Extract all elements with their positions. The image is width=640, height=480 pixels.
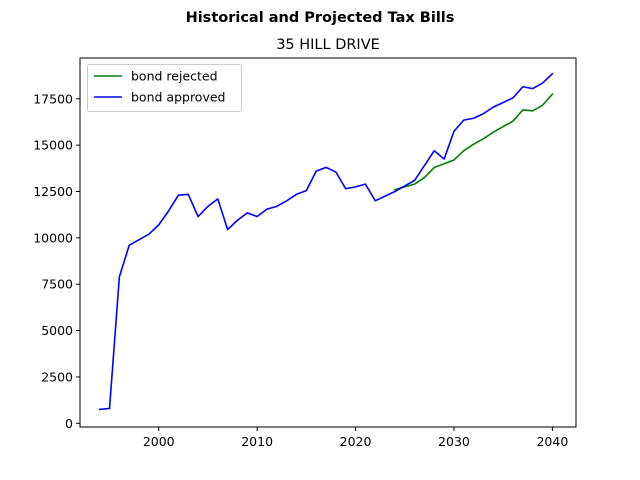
y-tick-label-5000: 5000 bbox=[41, 323, 73, 338]
y-tick-label-2500: 2500 bbox=[41, 369, 73, 384]
chart-title: 35 HILL DRIVE bbox=[276, 37, 380, 53]
chart-suptitle: Historical and Projected Tax Bills bbox=[186, 10, 455, 26]
y-tick-label-7500: 7500 bbox=[41, 277, 73, 292]
series-line-bond-approved bbox=[98, 72, 554, 411]
y-tick-label-10000: 10000 bbox=[33, 230, 73, 245]
series-layer bbox=[98, 72, 554, 411]
legend-label-bond-rejected: bond rejected bbox=[131, 69, 218, 84]
x-tick-label-2020: 2020 bbox=[340, 434, 372, 449]
y-tick-label-17500: 17500 bbox=[33, 91, 73, 106]
y-tick-label-12500: 12500 bbox=[33, 184, 73, 199]
x-tick-label-2000: 2000 bbox=[143, 434, 175, 449]
legend: bond rejected bond approved bbox=[87, 64, 242, 112]
x-tick-label-2040: 2040 bbox=[536, 434, 568, 449]
y-tick-label-0: 0 bbox=[65, 416, 73, 431]
x-tick-label-2030: 2030 bbox=[438, 434, 470, 449]
x-tick-label-2010: 2010 bbox=[241, 434, 273, 449]
ticks-layer: 2000 2010 2020 2030 2040 0 2500 5000 7500 10000 12… bbox=[33, 91, 568, 449]
legend-label-bond-approved: bond approved bbox=[131, 90, 225, 105]
plot-frame bbox=[79, 57, 577, 428]
y-tick-label-15000: 15000 bbox=[33, 138, 73, 153]
series-line-bond-rejected bbox=[393, 93, 554, 191]
legend-box bbox=[87, 64, 242, 112]
